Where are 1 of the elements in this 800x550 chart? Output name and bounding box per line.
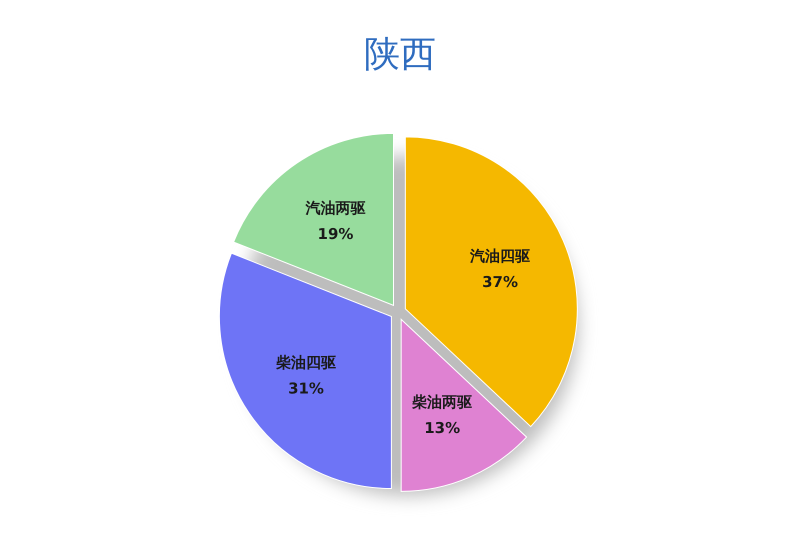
chart-title: 陕西 bbox=[364, 34, 436, 75]
